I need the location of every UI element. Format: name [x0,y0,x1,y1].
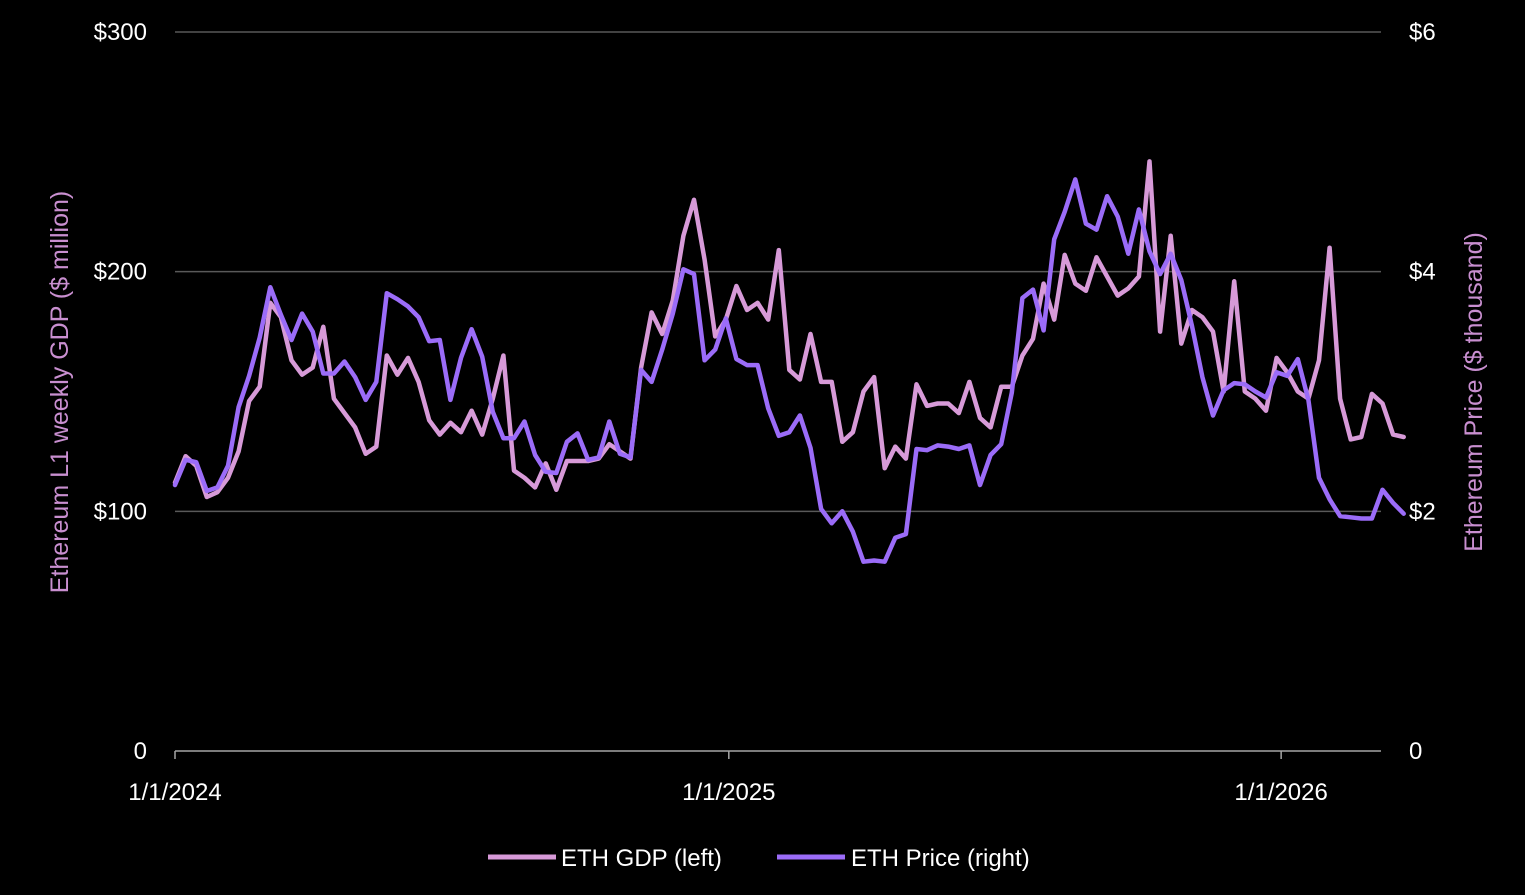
left-y-tick-label: $300 [94,19,147,46]
legend-item-price[interactable]: ETH Price (right) [777,845,1030,872]
left-y-tick-label: 0 [134,738,147,765]
right-y-tick-label: 0 [1409,738,1422,765]
left-y-tick-label: $100 [94,498,147,525]
series-line-eth-gdp-left [172,159,1406,500]
right-y-tick-label: $2 [1409,498,1436,525]
right-y-tick-label: $6 [1409,19,1436,46]
left-y-tick-label: $200 [94,259,147,286]
grid-lines [175,31,1381,513]
series-lines [172,159,1406,564]
legend-label-price: ETH Price (right) [851,845,1030,872]
series-line-eth-price-right [172,177,1406,564]
legend-label-gdp: ETH GDP (left) [561,845,722,872]
x-ticks: 1/1/2024 1/1/2025 1/1/2026 [128,751,1328,806]
right-y-ticks: 0 $2 $4 $6 [1409,19,1436,765]
x-tick-label: 1/1/2026 [1234,779,1327,806]
x-tick-label: 1/1/2025 [682,779,775,806]
left-y-ticks: 0 $100 $200 $300 [94,19,147,765]
right-y-tick-label: $4 [1409,259,1436,286]
right-axis-title: Ethereum Price ($ thousand) [1460,232,1488,552]
x-tick-label: 1/1/2024 [128,779,221,806]
left-axis-title: Ethereum L1 weekly GDP ($ million) [46,191,74,593]
legend-item-gdp[interactable]: ETH GDP (left) [488,845,722,872]
legend: ETH GDP (left) ETH Price (right) [488,845,1030,872]
